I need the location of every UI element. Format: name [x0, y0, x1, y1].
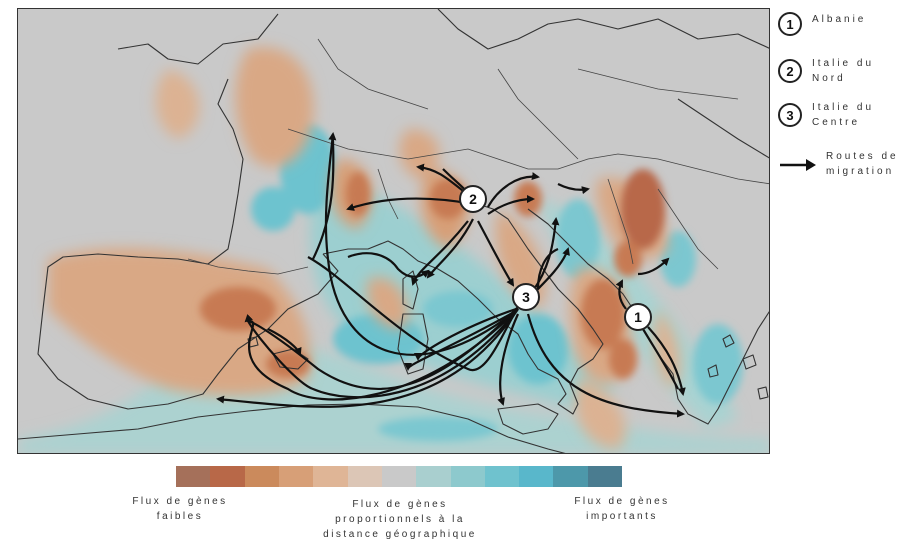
marker-number: 3: [522, 289, 530, 305]
very-low-flow-zones: [200, 169, 665, 379]
legend-item-albanie: 1 Albanie: [778, 12, 897, 36]
colorbar-swatch-4: [278, 466, 314, 487]
marker-number: 1: [634, 309, 642, 325]
map-canvas: 2 3 1: [18, 9, 769, 453]
marker-italie-du-centre: 3: [512, 283, 540, 311]
colorbar-swatch-10: [484, 466, 520, 487]
colorbar-swatch-6: [347, 466, 382, 487]
country-borders: [187, 38, 769, 275]
legend-badge-3: 3: [778, 103, 802, 127]
legend-item-italie-du-nord: 2 Italie du Nord: [778, 56, 897, 86]
migration-routes: [216, 132, 686, 418]
gene-flow-map: 2 3 1: [17, 8, 770, 454]
legend-badge-2: 2: [778, 59, 802, 83]
colorbar-label-mid: Flux de gènes proportionnels à la distan…: [323, 499, 477, 540]
colorbar-swatch-7: [381, 466, 417, 487]
colorbar-swatch-12: [553, 466, 588, 487]
colorbar-swatch-8: [416, 466, 451, 487]
colorbar-label-high: Flux de gènes importants: [574, 496, 670, 522]
legend-label-albanie: Albanie: [812, 14, 867, 25]
colorbar-swatch-3: [244, 466, 279, 487]
legend-label-routes: Routes de migration: [826, 151, 899, 177]
colorbar-swatch-5: [313, 466, 348, 487]
marker-albanie: 1: [624, 303, 652, 331]
low-flow-zones: [48, 47, 681, 449]
colorbar-swatch-11: [519, 466, 554, 487]
marker-number: 2: [469, 191, 477, 207]
colorbar-label-low: Flux de gènes faibles: [132, 496, 228, 522]
colorbar-swatch-9: [450, 466, 485, 487]
colorbar-swatch-2: [210, 466, 245, 487]
route-arrow-icon: [780, 159, 816, 171]
colorbar-swatch-13: [587, 466, 623, 487]
marker-italie-du-nord: 2: [459, 185, 487, 213]
legend-label-italie-du-nord: Italie du Nord: [812, 58, 875, 84]
legend-label-italie-du-centre: Italie du Centre: [812, 102, 875, 128]
colorbar-swatch-1: [176, 466, 211, 487]
legend-badge-1: 1: [778, 12, 802, 36]
gene-flow-colorbar: [176, 466, 623, 487]
legend-item-italie-du-centre: 3 Italie du Centre: [778, 100, 897, 130]
